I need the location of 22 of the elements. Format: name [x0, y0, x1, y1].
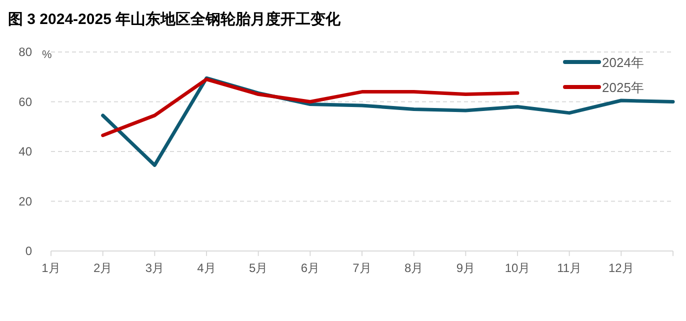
- x-tick-label: 10月: [504, 261, 530, 275]
- x-tick-label: 5月: [248, 261, 268, 275]
- x-tick-label: 9月: [456, 261, 476, 275]
- x-tick-label: 12月: [608, 261, 634, 275]
- x-tick-label: 1月: [42, 261, 60, 275]
- chart-title: 图 3 2024-2025 年山东地区全钢轮胎月度开工变化: [8, 10, 342, 28]
- legend-label: 2024年: [602, 55, 644, 70]
- x-tick-label: 11月: [557, 261, 582, 275]
- line-series: [101, 78, 520, 138]
- legend-label: 2025年: [602, 80, 644, 95]
- x-tick-label: 3月: [145, 261, 164, 275]
- y-tick-label: 60: [18, 94, 32, 109]
- x-tick-label: 7月: [352, 261, 372, 275]
- y-tick-label: 80: [18, 45, 32, 59]
- x-tick-label: 8月: [404, 261, 424, 275]
- x-tick-label: 6月: [300, 261, 320, 275]
- x-tick-label: 2月: [93, 261, 112, 275]
- y-tick-label: 40: [18, 144, 32, 158]
- y-tick-label: 20: [18, 194, 32, 208]
- y-axis-title: %: [42, 49, 52, 61]
- x-tick-label: 4月: [197, 261, 216, 275]
- y-tick-label: 0: [25, 244, 32, 258]
